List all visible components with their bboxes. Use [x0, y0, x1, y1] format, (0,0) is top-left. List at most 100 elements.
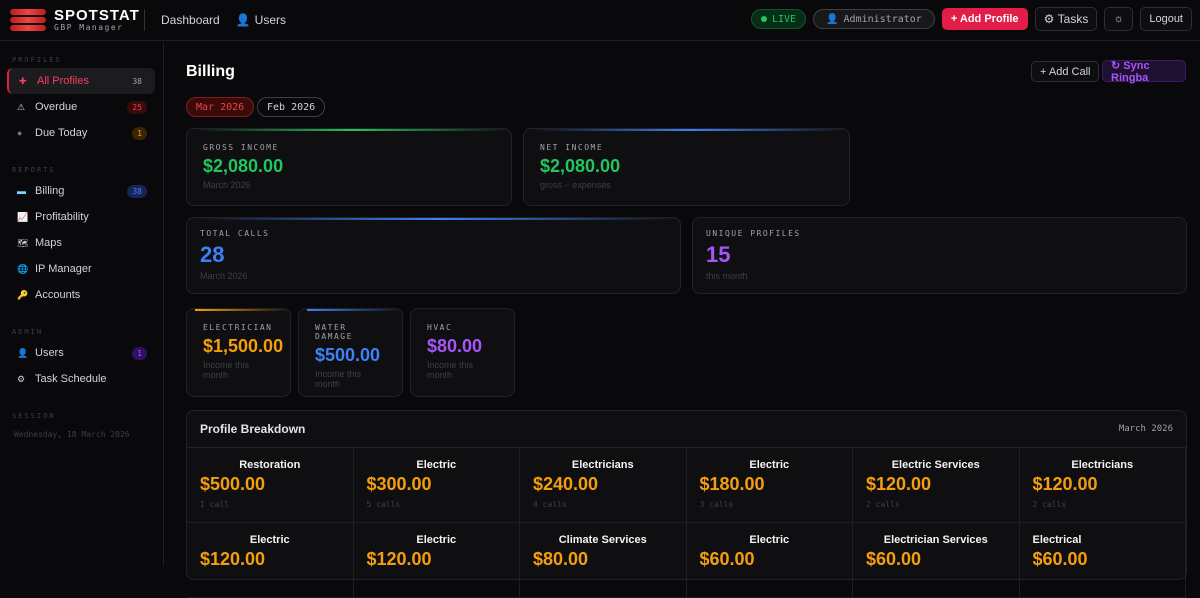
section-label: PROFILES: [12, 56, 62, 64]
panel-title: Profile Breakdown: [200, 422, 306, 436]
profile-amount: $60.00: [699, 549, 755, 569]
profile-breakdown-panel: Profile Breakdown March 2026 Restoration $…: [186, 410, 1187, 598]
stat-label: NET INCOME: [540, 143, 604, 152]
globe-icon: 🌐: [17, 263, 29, 274]
tasks-button[interactable]: ⚙ Tasks: [1034, 7, 1098, 31]
stat-value: $2,080.00: [203, 156, 284, 176]
profile-cell[interactable]: Electric $120.00: [353, 523, 520, 598]
live-dot-icon: [760, 16, 767, 22]
nav-users[interactable]: 👤 Users: [236, 13, 286, 27]
stat-card-unique-profiles: UNIQUE PROFILES 15 this month: [692, 217, 1187, 294]
panel-period: March 2026: [1118, 424, 1173, 434]
profile-calls: 1 call: [200, 500, 229, 509]
tab-mar-2026[interactable]: Mar 2026: [186, 97, 255, 117]
sidebar-item-label: Maps: [35, 237, 62, 249]
sidebar-item-label: IP Manager: [35, 263, 92, 275]
category-sub: Income this month: [203, 360, 250, 380]
profile-name: Electric Services: [891, 459, 980, 471]
gear-icon: ⚙: [17, 373, 26, 384]
sidebar-item-label: Overdue: [35, 101, 78, 113]
profile-name: Climate Services: [558, 534, 647, 546]
credit-card-icon: ▬: [17, 186, 26, 196]
stat-label: TOTAL CALLS: [200, 229, 270, 238]
category-label: WATER DAMAGE: [315, 323, 353, 341]
sync-ringba-button[interactable]: ↻ Sync Ringba: [1102, 60, 1186, 84]
nav-dashboard[interactable]: Dashboard: [161, 13, 220, 27]
profile-amount: $60.00: [866, 549, 922, 569]
stat-sub: March 2026: [203, 180, 251, 190]
stat-card-net-income: NET INCOME $2,080.00 gross − expenses: [523, 128, 850, 206]
profile-calls: 3 calls: [699, 500, 734, 509]
sidebar-item-due-today[interactable]: ● Due Today 1: [7, 120, 155, 146]
chart-icon: 📈: [17, 211, 29, 222]
profile-name: Electrical: [1032, 534, 1082, 546]
profile-cell[interactable]: Electric Services $120.00 2 calls: [853, 448, 1020, 523]
add-profile-button[interactable]: + Add Profile: [941, 8, 1028, 30]
profile-amount: $500.00: [200, 474, 266, 494]
sidebar-item-overdue[interactable]: ⚠ Overdue 25: [7, 94, 155, 120]
profile-cell[interactable]: Electricians $120.00 2 calls: [1019, 448, 1186, 523]
profile-amount: $240.00: [533, 474, 599, 494]
profile-name: Electrician Services: [883, 534, 988, 546]
stat-card-gross-income: GROSS INCOME $2,080.00 March 2026: [186, 128, 512, 206]
profile-amount: $120.00: [200, 549, 266, 569]
category-label: ELECTRICIAN: [203, 323, 273, 332]
profile-cell[interactable]: Electrical $60.00: [1019, 523, 1186, 598]
category-value: $1,500.00: [203, 336, 284, 356]
user-icon: 👤: [17, 347, 29, 358]
profile-cell[interactable]: Electrician Services $60.00: [853, 523, 1020, 598]
sidebar-item-accounts[interactable]: 🔑 Accounts: [7, 282, 155, 308]
sidebar: PROFILES ✚ All Profiles 38 ⚠ Overdue 25 ● Due…: [0, 42, 164, 566]
theme-toggle-button[interactable]: ☼: [1104, 7, 1134, 31]
profile-calls: 2 calls: [866, 500, 900, 509]
section-label: REPORTS: [12, 166, 56, 174]
profile-cell[interactable]: Electric $300.00 5 calls: [353, 448, 520, 523]
category-value: $80.00: [427, 336, 483, 356]
brand-title: SPOTSTAT: [54, 7, 140, 24]
profile-name: Electric: [416, 534, 457, 546]
add-call-button[interactable]: + Add Call: [1031, 61, 1100, 82]
category-sub: Income this month: [315, 369, 362, 389]
stat-sub: this month: [706, 271, 748, 281]
stat-label: GROSS INCOME: [203, 143, 279, 152]
profile-cell[interactable]: Electricians $240.00 4 calls: [520, 448, 687, 523]
count-badge: 1: [132, 126, 147, 140]
sidebar-item-ip-manager[interactable]: 🌐 IP Manager: [7, 256, 155, 282]
tasks-label: Tasks: [1057, 12, 1089, 26]
sidebar-item-users[interactable]: 👤 Users 1: [7, 340, 155, 366]
sun-icon: ☼: [1113, 13, 1124, 25]
profile-calls: 2 calls: [1032, 500, 1067, 509]
logout-button[interactable]: Logout: [1140, 7, 1192, 31]
sidebar-item-label: Task Schedule: [35, 373, 107, 385]
profile-amount: $120.00: [866, 474, 932, 494]
sidebar-item-all-profiles[interactable]: ✚ All Profiles 38: [7, 68, 155, 94]
profile-cell[interactable]: Electric $120.00: [187, 523, 354, 598]
section-label: ADMIN: [12, 328, 44, 336]
sidebar-item-maps[interactable]: 🗺 Maps: [7, 230, 155, 256]
sidebar-item-task-schedule[interactable]: ⚙ Task Schedule: [7, 366, 155, 392]
sidebar-item-profitability[interactable]: 📈 Profitability: [7, 204, 155, 230]
profile-cell[interactable]: Electric $180.00 3 calls: [686, 448, 853, 523]
category-label: HVAC: [427, 323, 453, 332]
logo[interactable]: SPOTSTAT GBP Manager: [0, 7, 145, 32]
category-card-water-damage: WATER DAMAGE $500.00 Income this month: [298, 308, 403, 397]
tab-feb-2026[interactable]: Feb 2026: [257, 97, 326, 117]
profile-name: Electric: [749, 534, 790, 546]
count-badge: 38: [132, 76, 142, 86]
count-badge: 1: [132, 346, 147, 360]
user-name: Administrator: [843, 13, 922, 25]
profile-amount: $180.00: [699, 474, 765, 494]
profile-cell[interactable]: Climate Services $80.00: [520, 523, 687, 598]
stat-sub: March 2026: [200, 271, 248, 281]
live-label: LIVE: [771, 13, 797, 25]
profile-amount: $120.00: [1032, 474, 1098, 494]
user-icon: 👤: [826, 13, 839, 25]
stat-value: 15: [706, 242, 731, 267]
sidebar-item-billing[interactable]: ▬ Billing 38: [7, 178, 155, 204]
sidebar-item-label: Due Today: [35, 127, 88, 139]
profile-name: Restoration: [239, 459, 301, 471]
session-date: Wednesday, 18 March 2026: [14, 430, 130, 439]
user-badge[interactable]: 👤 Administrator: [813, 9, 935, 29]
profile-cell[interactable]: Electric $60.00: [686, 523, 853, 598]
profile-cell[interactable]: Restoration $500.00 1 call: [187, 448, 354, 523]
